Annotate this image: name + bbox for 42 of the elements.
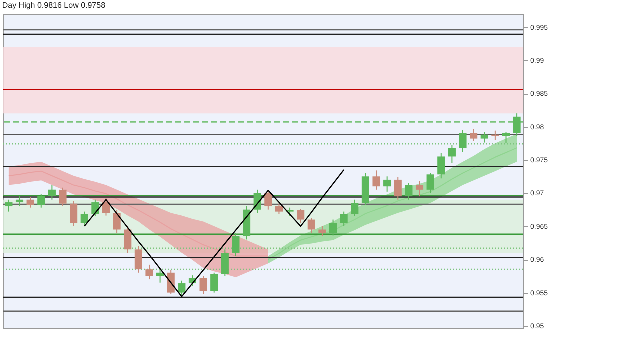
candlestick [438,152,446,180]
candlestick [297,208,305,224]
candlestick [502,132,510,144]
candlestick [26,196,34,208]
candlestick [200,276,208,295]
candlestick [405,182,413,200]
candlestick [134,246,142,274]
candlestick [329,219,338,236]
candlestick [80,211,88,227]
candlestick [38,194,46,208]
candlestick [48,184,56,200]
candlestick [232,232,240,257]
candlestick [70,200,78,227]
chart-title: Day High 0.9816 Low 0.9758 [2,1,106,10]
candlestick [92,199,100,217]
candlestick [470,129,478,142]
candlestick [221,249,229,277]
candlestick [124,226,132,254]
candlestick [264,190,272,210]
candlestick [480,132,488,144]
candlestick [372,170,380,190]
candlestick [426,172,434,194]
candlestick [513,113,521,137]
candlestick [59,187,67,208]
candlestick [210,272,218,294]
candlestick [102,198,110,216]
candlestick [5,199,13,212]
candlestick [146,264,154,280]
candlestick [448,144,456,164]
candlestick [308,218,316,234]
line-series [84,169,345,298]
candlestick [275,203,283,215]
candlestick [340,211,348,227]
candlestick [113,210,121,234]
candlestick [459,130,467,153]
candlestick [351,199,359,217]
candlestick [16,196,24,208]
candlestick [384,176,392,192]
candlestick [416,180,424,198]
candlestick [178,280,186,298]
candlestick [394,176,402,200]
candlestick [318,226,326,237]
